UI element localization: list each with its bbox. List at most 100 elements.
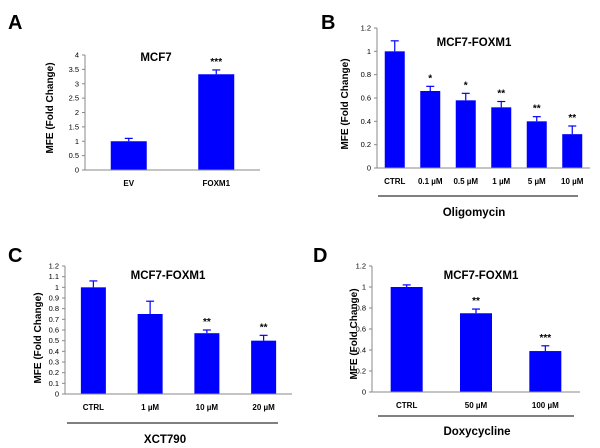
x-tick-label: 10 µM (561, 177, 584, 186)
x-tick-label: 1 µM (492, 177, 510, 186)
error-bars (124, 69, 221, 142)
x-tick-label: 50 µM (465, 401, 488, 410)
bar (390, 287, 423, 392)
significance-mark: * (428, 73, 432, 84)
bars (390, 287, 562, 392)
bar (455, 100, 476, 168)
x-tick-labels: EV FOXM1 (123, 179, 230, 188)
y-axis-label: MFE (Fold Change) (340, 58, 351, 149)
y-tick-label: 0.5 (69, 151, 79, 160)
significance-marks: *** (210, 57, 222, 68)
x-tick-labels: CTRL 50 µM 100 µM (396, 401, 559, 410)
panel-letter: D (313, 245, 327, 267)
significance-mark: ** (568, 113, 576, 124)
x-tick-label: 5 µM (528, 177, 546, 186)
error-bars (390, 40, 577, 135)
x-tick-label: EV (123, 179, 134, 188)
y-tick-label: 0.1 (49, 379, 59, 388)
bar (251, 340, 277, 394)
bars (80, 287, 277, 394)
y-tick-label: 1.5 (69, 122, 79, 131)
bar (137, 314, 163, 394)
y-tick-label: 3.5 (69, 65, 79, 74)
bar (194, 333, 220, 394)
bar (491, 107, 512, 168)
y-tick-label: 0.8 (361, 70, 371, 79)
x-tick-label: 0.5 µM (453, 177, 478, 186)
y-tick-label: 3 (75, 79, 79, 88)
y-tick-label: 0.4 (49, 347, 59, 356)
y-tick-label: 0.6 (49, 326, 59, 335)
y-tick-label: 2 (75, 108, 79, 117)
bars (384, 51, 583, 169)
panel-letter: C (8, 245, 22, 267)
bar (198, 74, 235, 170)
y-tick-label: 1.2 (49, 262, 59, 271)
y-tick-label: 0.4 (361, 117, 371, 126)
panel-d: D MCF7-FOXM1 MFE (Fold Change) 0 0.2 0.4 0.… (313, 245, 580, 438)
significance-marks: ***** (472, 296, 551, 344)
significance-mark: ** (472, 296, 480, 307)
bar (420, 91, 441, 168)
group-label: XCT790 (144, 434, 186, 446)
y-tick-label: 0.8 (356, 304, 366, 313)
group-label: Doxycycline (443, 426, 510, 438)
y-tick-label: 0.3 (49, 358, 59, 367)
y-tick-label: 1 (55, 283, 59, 292)
panel-c: C MCF7-FOXM1 MFE (Fold Change) 00.10.20.… (8, 245, 292, 446)
x-tick-label: 0.1 µM (418, 177, 443, 186)
bar (460, 313, 492, 392)
chart-title: MCF7-FOXM1 (444, 270, 519, 282)
x-tick-label: 20 µM (252, 403, 275, 412)
bar (384, 51, 405, 169)
y-ticks: 0 0.1 0.20.3 0.4 0.50.6 0.7 0.80.9 1 1.11.2 (49, 262, 65, 399)
y-tick-label: 0.2 (361, 140, 371, 149)
significance-marks: ******** (428, 73, 576, 124)
y-tick-label: 0.9 (49, 294, 59, 303)
bar (110, 141, 147, 170)
chart-title: MCF7-FOXM1 (437, 37, 512, 49)
significance-mark: ** (260, 322, 268, 333)
y-tick-label: 0 (55, 390, 59, 399)
y-tick-label: 1 (75, 137, 79, 146)
x-tick-label: FOXM1 (202, 179, 230, 188)
axes (371, 266, 580, 393)
panel-b: B MCF7-FOXM1 MFE (Fold Change) 0 0.2 0.4 0.… (321, 12, 590, 219)
significance-mark: *** (539, 333, 551, 344)
chart-title: MCF7-FOXM1 (131, 270, 206, 282)
axes (64, 266, 292, 395)
x-tick-labels: CTRL 1 µM 10 µM 20 µM (83, 403, 275, 412)
y-tick-label: 1 (362, 283, 366, 292)
significance-mark: ** (203, 317, 211, 328)
axes (376, 28, 590, 169)
significance-mark: ** (533, 104, 541, 115)
bar (529, 351, 562, 392)
axes (84, 55, 260, 171)
y-tick-label: 2.5 (69, 94, 79, 103)
y-tick-label: 0.7 (49, 315, 59, 324)
y-tick-label: 0 (75, 166, 79, 175)
x-tick-label: CTRL (384, 177, 405, 186)
group-label: Oligomycin (443, 207, 506, 219)
y-tick-label: 1.2 (361, 24, 371, 33)
y-tick-label: 0.2 (356, 367, 366, 376)
panel-letter: B (321, 12, 335, 34)
y-tick-label: 4 (75, 51, 79, 60)
y-tick-label: 0 (362, 388, 366, 397)
y-ticks: 0 0.5 1 1.5 2 2.5 3 3.5 4 (69, 51, 85, 175)
x-tick-label: 10 µM (196, 403, 219, 412)
y-axis-label: MFE (Fold Change) (349, 288, 360, 379)
x-tick-label: CTRL (83, 403, 104, 412)
significance-mark: ** (497, 89, 505, 100)
y-axis-label: MFE (Fold Change) (45, 62, 56, 153)
y-tick-label: 0.5 (49, 336, 59, 345)
bar (80, 287, 106, 394)
x-tick-label: 1 µM (141, 403, 159, 412)
y-tick-label: 0.4 (356, 346, 366, 355)
bars (110, 74, 235, 170)
y-tick-label: 0.2 (49, 368, 59, 377)
y-ticks: 0 0.2 0.4 0.6 0.8 1 1.2 (361, 24, 377, 173)
x-tick-label: CTRL (396, 401, 417, 410)
panel-letter: A (8, 12, 22, 34)
x-tick-labels: CTRL 0.1 µM 0.5 µM 1 µM 5 µM 10 µM (384, 177, 584, 186)
